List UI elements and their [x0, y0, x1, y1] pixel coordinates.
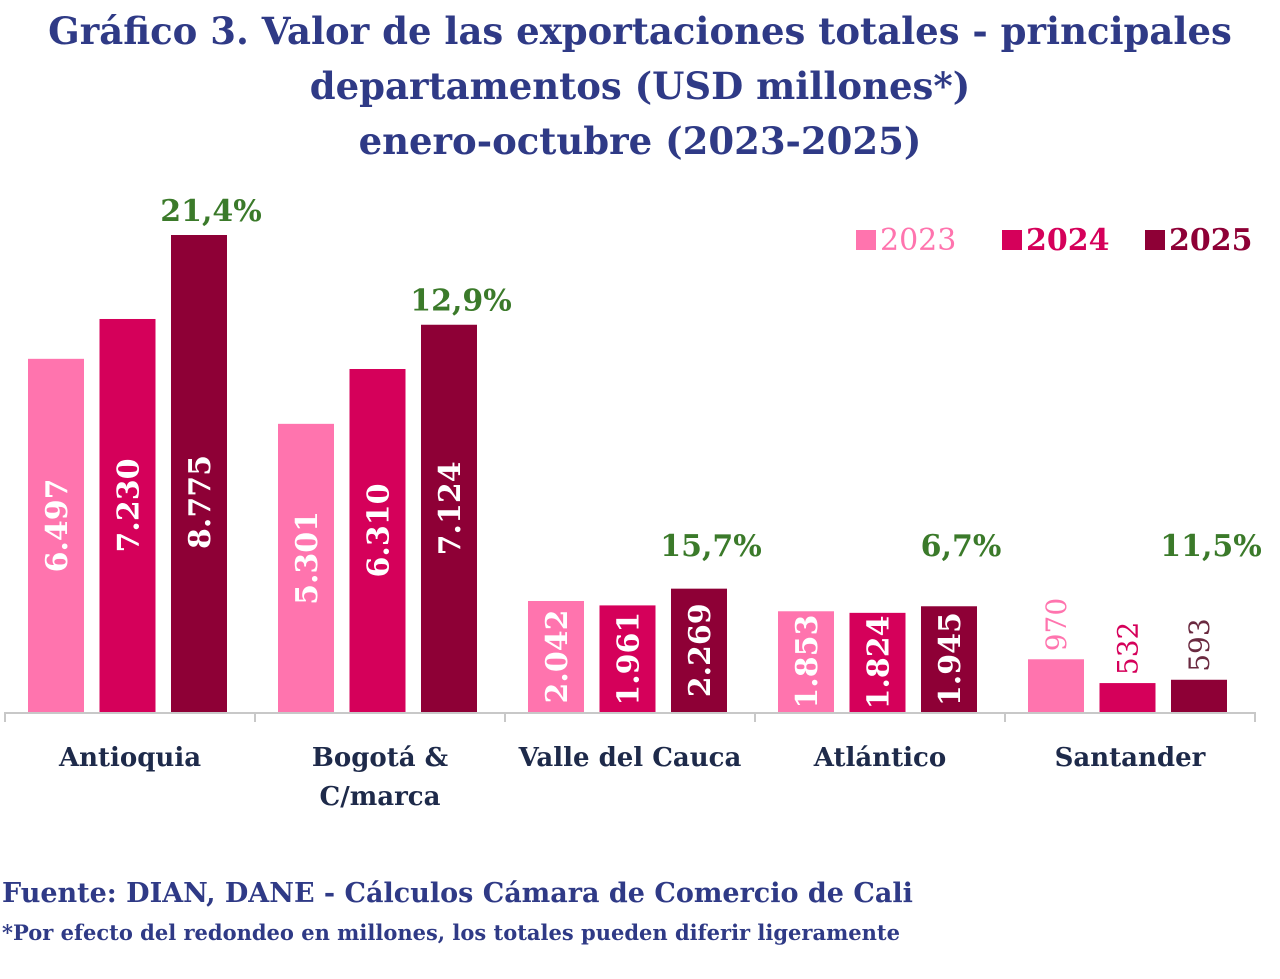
- category-label: C/marca: [320, 782, 441, 812]
- bar-2024: [349, 368, 406, 712]
- category-label: Valle del Cauca: [518, 743, 742, 773]
- growth-label: 12,9%: [410, 284, 512, 319]
- data-label: 6.310: [362, 484, 397, 578]
- growth-label: 21,4%: [160, 194, 262, 229]
- data-label: 2.042: [540, 610, 575, 704]
- bar-2025: [671, 588, 727, 712]
- data-label: 8.775: [183, 455, 218, 549]
- data-label: 1.853: [790, 615, 825, 709]
- category-label: Atlántico: [813, 743, 946, 773]
- data-label: 2.269: [683, 603, 718, 697]
- data-label: 6.497: [40, 478, 75, 572]
- bar-2023: [1028, 659, 1084, 712]
- legend-label: 2023: [880, 223, 956, 258]
- bar-2023: [778, 611, 834, 712]
- legend-swatch-2024: [1002, 230, 1022, 250]
- data-label: 593: [1183, 618, 1216, 671]
- bar-2025: [921, 606, 977, 712]
- data-label: 5.301: [290, 511, 325, 605]
- data-label: 1.961: [612, 612, 647, 706]
- chart-title-line: enero-octubre (2023-2025): [358, 119, 922, 163]
- data-label: 7.124: [433, 461, 468, 555]
- category-label: Bogotá &: [312, 743, 448, 773]
- bar-2024: [599, 605, 656, 712]
- source-text: Fuente: DIAN, DANE - Cálculos Cámara de …: [2, 878, 913, 909]
- bar-2023: [528, 600, 584, 712]
- chart-title-line: Gráfico 3. Valor de las exportaciones to…: [48, 9, 1232, 53]
- bar-2024: [99, 318, 156, 712]
- category-label: Santander: [1055, 743, 1206, 773]
- bar-2024: [1099, 683, 1156, 712]
- data-label: 1.945: [933, 612, 968, 706]
- category-label: Antioquia: [58, 743, 201, 773]
- legend-swatch-2023: [856, 230, 876, 250]
- legend-label: 2024: [1026, 223, 1110, 258]
- bar-2023: [28, 358, 84, 712]
- data-label: 7.230: [112, 459, 147, 553]
- bar-2025: [171, 235, 227, 712]
- data-label: 970: [1040, 598, 1073, 651]
- legend-label: 2025: [1169, 223, 1253, 258]
- data-label: 1.824: [862, 615, 897, 709]
- bar-2025: [1171, 679, 1227, 712]
- bar-2024: [849, 612, 906, 712]
- bar-2023: [278, 423, 334, 712]
- chart-title: Gráfico 3. Valor de las exportaciones to…: [0, 4, 1280, 169]
- growth-label: 15,7%: [660, 529, 762, 564]
- growth-label: 6,7%: [921, 529, 1002, 564]
- growth-label: 11,5%: [1160, 529, 1262, 564]
- data-label: 532: [1112, 622, 1145, 675]
- footnote-text: *Por efecto del redondeo en millones, lo…: [2, 920, 900, 945]
- bar-2025: [421, 324, 477, 712]
- chart-title-line: departamentos (USD millones*): [309, 64, 971, 108]
- legend-swatch-2025: [1145, 230, 1165, 250]
